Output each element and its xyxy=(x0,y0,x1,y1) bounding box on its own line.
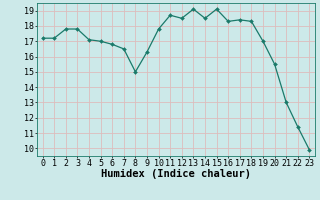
X-axis label: Humidex (Indice chaleur): Humidex (Indice chaleur) xyxy=(101,169,251,179)
